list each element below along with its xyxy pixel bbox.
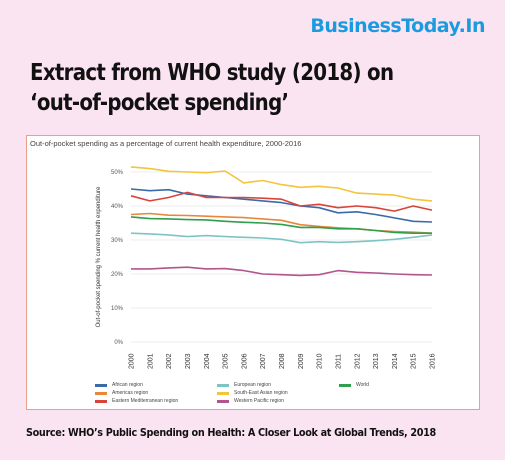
legend-swatch <box>217 383 229 387</box>
legend-label: Eastern Mediterranean region <box>112 398 179 404</box>
legend-item: Western Pacific region <box>217 398 284 404</box>
legend-swatch <box>95 399 107 403</box>
y-tick-label: 20% <box>111 272 124 278</box>
legend-item: World <box>339 382 369 388</box>
chart-legend: African region European region World Americ… <box>95 382 465 408</box>
x-tick-label: 2005 <box>223 353 230 369</box>
chart-panel: Out-of-pocket spending as a percentage o… <box>26 135 480 410</box>
y-tick-label: 40% <box>111 204 124 210</box>
legend-label: World <box>356 382 369 388</box>
series-line <box>131 266 433 277</box>
legend-item: African region <box>95 382 143 388</box>
x-tick-label: 2015 <box>411 353 418 369</box>
series-line <box>130 216 432 234</box>
x-tick-label: 2016 <box>430 353 437 369</box>
legend-swatch <box>95 383 107 387</box>
legend-swatch <box>95 391 107 395</box>
source-note: Source: WHO’s Public Spending on Health:… <box>26 426 436 439</box>
x-tick-label: 2003 <box>185 353 192 369</box>
x-tick-label: 2012 <box>354 353 361 369</box>
legend-label: Western Pacific region <box>234 398 284 404</box>
legend-swatch <box>217 391 229 395</box>
legend-swatch <box>339 383 351 387</box>
series-line <box>130 166 433 202</box>
line-chart: 0% 10% 20% 30% 40% 50% Out-of-pocket spending … <box>96 166 437 369</box>
series-line <box>130 191 433 212</box>
legend-swatch <box>217 399 229 403</box>
x-tick-label: 2014 <box>392 353 399 369</box>
legend-label: South-East Asian region <box>234 390 288 396</box>
y-tick-label: 0% <box>114 340 123 346</box>
legend-item: Eastern Mediterranean region <box>95 398 178 404</box>
legend-label: African region <box>112 382 143 388</box>
legend-label: Americas region <box>112 390 149 396</box>
x-tick-label: 2013 <box>373 353 380 369</box>
x-tick-label: 2009 <box>298 353 305 369</box>
series-line <box>130 188 433 223</box>
x-tick-label: 2010 <box>317 353 324 369</box>
x-tick-label: 2002 <box>166 353 173 369</box>
legend-item: Americas region <box>95 390 148 396</box>
y-tick-label: 10% <box>111 306 124 312</box>
x-tick-label: 2007 <box>260 353 267 369</box>
legend-item: European region <box>217 382 271 388</box>
x-tick-label: 2008 <box>279 353 286 369</box>
y-tick-label: 50% <box>111 170 124 176</box>
x-tick-label: 2004 <box>204 353 211 369</box>
x-tick-label: 2006 <box>241 353 248 369</box>
x-tick-label: 2011 <box>335 354 342 369</box>
y-axis-label: Out-of-pocket spending % current health … <box>96 186 102 327</box>
legend-item: South-East Asian region <box>217 390 288 396</box>
x-tick-label: 2000 <box>129 353 136 369</box>
x-tick-label: 2001 <box>147 353 154 369</box>
page-title: Extract from WHO study (2018) on ‘out-of… <box>30 60 394 116</box>
legend-label: European region <box>234 382 271 388</box>
brand-logo: BusinessToday.In <box>310 15 485 37</box>
y-tick-label: 30% <box>111 238 124 244</box>
series-line <box>130 232 433 244</box>
chart-title: Out-of-pocket spending as a percentage o… <box>30 139 302 148</box>
